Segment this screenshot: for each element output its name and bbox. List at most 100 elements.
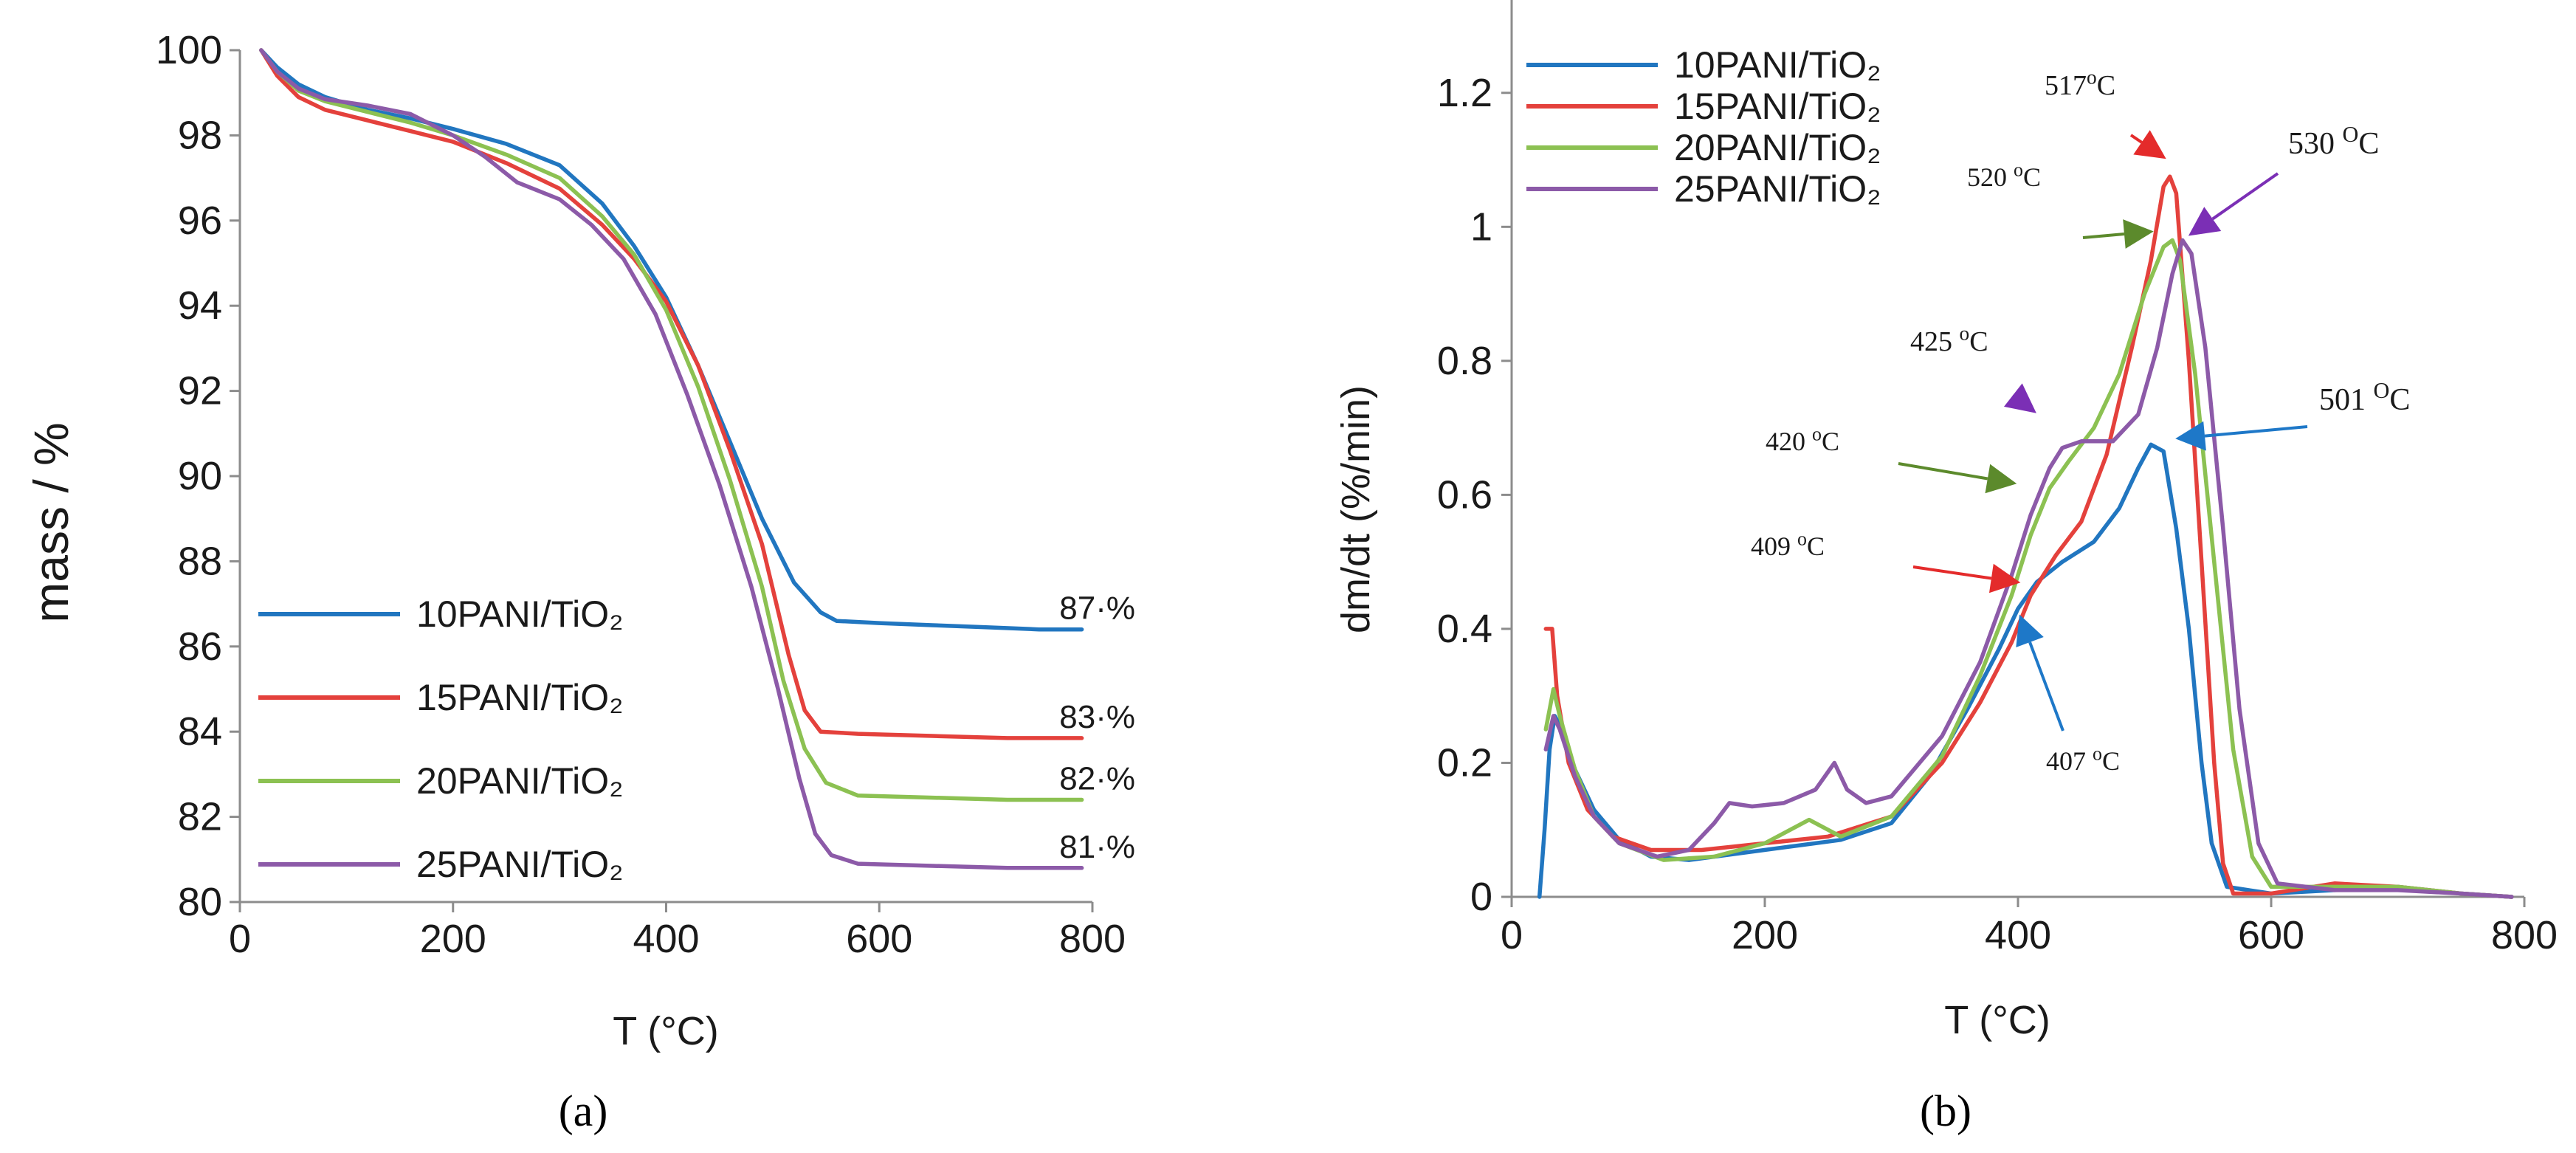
b-annotation-label-5: 420 oC — [1766, 423, 1839, 456]
a-legend-label-1: 15PANI/TiO₂ — [416, 677, 624, 718]
b-annotation-label-sup-4: o — [1960, 323, 1970, 345]
chart-a-axes — [230, 49, 1094, 912]
b-annotation-label-value-7: 407 — [2046, 746, 2093, 776]
b-annotation-arrow-2 — [2211, 172, 2279, 221]
b-annotation-label-unit-6: C — [1807, 531, 1825, 561]
a-y-tick-label: 98 — [178, 113, 222, 157]
chart-a-end-labels: 87·% 83·% 82·% 81·% — [1059, 591, 1135, 865]
b-y-tick-label: 1.2 — [1437, 71, 1492, 115]
b-annotation-label-value-0: 517 — [2045, 70, 2087, 101]
chart-b-axes — [1501, 0, 2526, 907]
a-y-tick-label: 92 — [178, 369, 222, 413]
b-annotation-label-unit-5: C — [1822, 427, 1839, 456]
b-series-line-3 — [1543, 238, 2514, 899]
b-y-tick-label: 1 — [1470, 204, 1492, 249]
chart-a-series — [259, 48, 1084, 870]
a-x-tick-label: 400 — [633, 917, 699, 961]
b-annotation-label-2: 530 OC — [2288, 122, 2379, 161]
b-annotation-label-unit-3: C — [2389, 383, 2410, 417]
b-annotation-label-7: 407 oC — [2046, 743, 2120, 776]
a-y-tick-label: 90 — [178, 454, 222, 498]
chart-b-x-axis-label: T (°C) — [1944, 998, 2050, 1042]
b-annotation-arrowhead-5 — [1985, 464, 2017, 494]
b-legend-label-3: 25PANI/TiO₂ — [1674, 168, 1881, 210]
b-annotation-label-value-4: 425 — [1910, 326, 1960, 357]
b-y-tick-label: 0.2 — [1437, 740, 1492, 785]
a-y-tick-label: 100 — [156, 28, 222, 72]
a-end-label-0: 87·% — [1059, 591, 1135, 627]
b-annotation-arrow-3 — [2204, 425, 2308, 438]
a-y-tick-label: 88 — [178, 539, 222, 583]
a-x-tick-label: 600 — [846, 917, 912, 961]
a-series-line-0 — [259, 48, 1084, 632]
b-annotation-arrowhead-4 — [2004, 383, 2036, 413]
a-y-tick-label: 86 — [178, 624, 222, 669]
b-annotation-arrow-5 — [1898, 462, 1988, 481]
chart-b-y-ticks: 0 0.2 0.4 0.6 0.8 1 1.2 — [1437, 71, 1492, 919]
chart-b-series — [1537, 174, 2514, 899]
b-y-tick-label: 0.4 — [1437, 607, 1492, 651]
b-y-tick-label: 0.6 — [1437, 472, 1492, 517]
b-annotation-arrowhead-3 — [2175, 421, 2206, 451]
b-annotation-label-value-1: 520 — [1967, 162, 2014, 192]
b-annotation-label-unit-4: C — [1969, 326, 1988, 357]
a-y-tick-label: 94 — [178, 283, 222, 328]
a-legend-label-2: 20PANI/TiO₂ — [416, 760, 624, 802]
b-x-tick-label: 0 — [1501, 913, 1523, 957]
a-y-tick-label: 80 — [178, 880, 222, 924]
a-series-line-3 — [259, 48, 1084, 870]
b-annotation-label-unit-2: C — [2358, 127, 2379, 161]
a-legend-label-3: 25PANI/TiO₂ — [416, 844, 624, 885]
panel-label-a: (a) — [559, 1087, 608, 1135]
b-annotation-label-value-5: 420 — [1766, 427, 1812, 456]
a-end-label-1: 83·% — [1059, 699, 1135, 735]
a-x-tick-label: 200 — [420, 917, 486, 961]
b-annotation-label-sup-1: o — [2014, 159, 2023, 180]
b-annotation-label-sup-7: o — [2093, 743, 2102, 764]
chart-a: 80 82 84 86 88 90 92 94 96 98 100 0 200 400 600 800 87… — [24, 28, 1135, 1135]
b-x-tick-label: 400 — [1985, 913, 2051, 957]
b-annotation-label-0: 517oC — [2045, 66, 2115, 101]
b-annotation-label-sup-3: O — [2374, 378, 2390, 403]
a-y-tick-label: 96 — [178, 199, 222, 243]
b-annotation-arrowhead-7 — [2016, 614, 2044, 647]
b-x-tick-label: 200 — [1732, 913, 1798, 957]
panel-label-b: (b) — [1920, 1087, 1971, 1135]
a-x-tick-label: 0 — [229, 917, 251, 961]
b-annotation-arrow-6 — [1912, 565, 1992, 580]
b-annotation-label-1: 520 oC — [1967, 159, 2041, 192]
a-legend-label-0: 10PANI/TiO₂ — [416, 593, 624, 635]
b-annotation-label-3: 501 OC — [2319, 378, 2410, 417]
a-series-line-2 — [259, 48, 1084, 802]
chart-a-y-axis-label: mass / % — [24, 422, 78, 622]
b-series-line-1 — [1543, 174, 2514, 899]
chart-b-x-ticks: 0 200 400 600 800 — [1501, 913, 2558, 957]
b-annotation-arrow-1 — [2082, 233, 2125, 239]
b-annotation-label-value-2: 530 — [2288, 127, 2343, 161]
b-annotation-arrow-7 — [2028, 641, 2064, 732]
b-x-tick-label: 800 — [2491, 913, 2558, 957]
b-annotation-label-unit-7: C — [2102, 746, 2120, 776]
b-annotation-arrow-0 — [2129, 134, 2143, 144]
chart-a-legend: 10PANI/TiO₂ 15PANI/TiO₂ 20PANI/TiO₂ 25PANI/… — [258, 593, 624, 885]
b-legend-label-1: 15PANI/TiO₂ — [1674, 86, 1881, 127]
b-y-tick-label: 0.8 — [1437, 339, 1492, 383]
b-annotation-label-sup-2: O — [2343, 122, 2359, 147]
b-annotation-arrowhead-0 — [2133, 130, 2166, 159]
a-x-tick-label: 800 — [1059, 917, 1126, 961]
b-annotation-label-sup-6: o — [1797, 528, 1807, 549]
a-y-tick-label: 82 — [178, 795, 222, 839]
chart-a-x-axis-label: T (°C) — [613, 1009, 719, 1053]
chart-a-x-ticks: 0 200 400 600 800 — [229, 917, 1126, 961]
b-annotation-label-value-6: 409 — [1751, 531, 1797, 561]
b-annotation-arrowhead-2 — [2188, 207, 2222, 236]
b-annotation-label-6: 409 oC — [1751, 528, 1825, 561]
b-annotation-label-4: 425 oC — [1910, 323, 1988, 357]
b-annotation-label-value-3: 501 — [2319, 383, 2374, 417]
a-y-tick-label: 84 — [178, 709, 222, 754]
b-annotation-arrowhead-1 — [2123, 219, 2154, 249]
a-end-label-3: 81·% — [1059, 829, 1135, 865]
a-end-label-2: 82·% — [1059, 761, 1135, 797]
